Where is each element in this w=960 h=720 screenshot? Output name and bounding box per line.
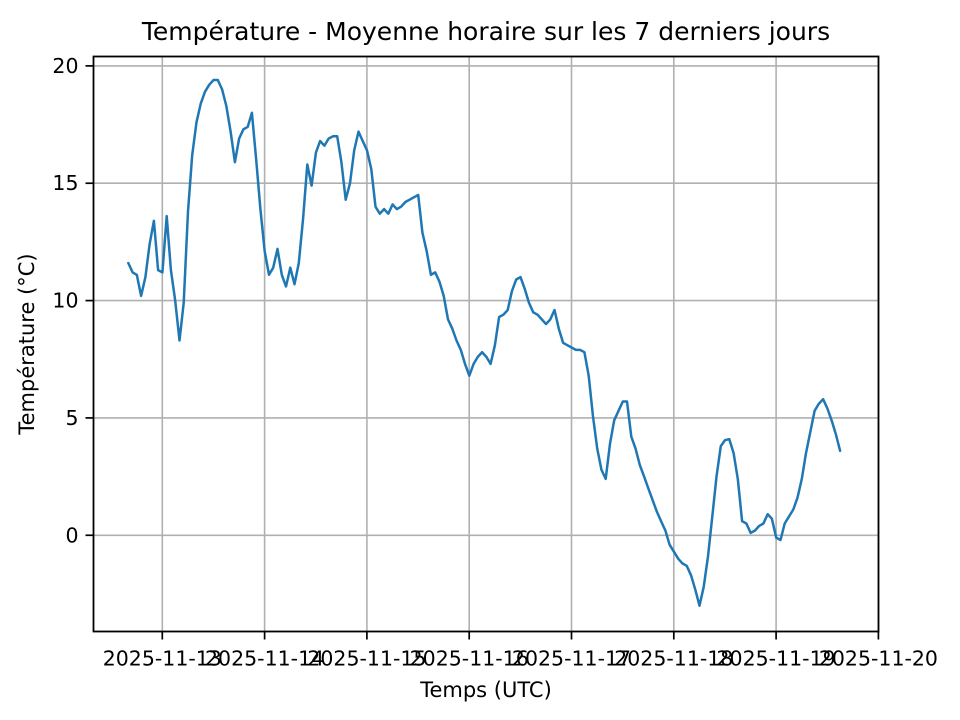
x-tick-label: 2025-11-20 [819,647,938,671]
y-tick-label: 0 [65,523,78,547]
y-axis-label: Température (°C) [15,253,39,435]
x-tick-label: 2025-11-17 [512,647,631,671]
x-tick-label: 2025-11-18 [614,647,733,671]
x-tick-label: 2025-11-19 [717,647,836,671]
tick-label-layer: 2025-11-132025-11-142025-11-152025-11-16… [52,54,938,671]
axes-layer [85,55,880,640]
data-layer [127,78,842,607]
x-axis-label: Temps (UTC) [419,678,552,702]
x-tick-label: 2025-11-13 [103,647,222,671]
x-tick-label: 2025-11-15 [307,647,426,671]
y-tick-label: 20 [52,54,78,78]
x-tick-label: 2025-11-14 [205,647,324,671]
x-tick-label: 2025-11-16 [410,647,529,671]
grid-layer [93,56,880,632]
plot-spines [92,55,880,633]
y-tick-label: 5 [65,406,78,430]
temperature-line [127,78,842,607]
y-tick-label: 15 [52,171,78,195]
chart-title: Température - Moyenne horaire sur les 7 … [141,17,830,46]
y-tick-label: 10 [52,289,78,313]
